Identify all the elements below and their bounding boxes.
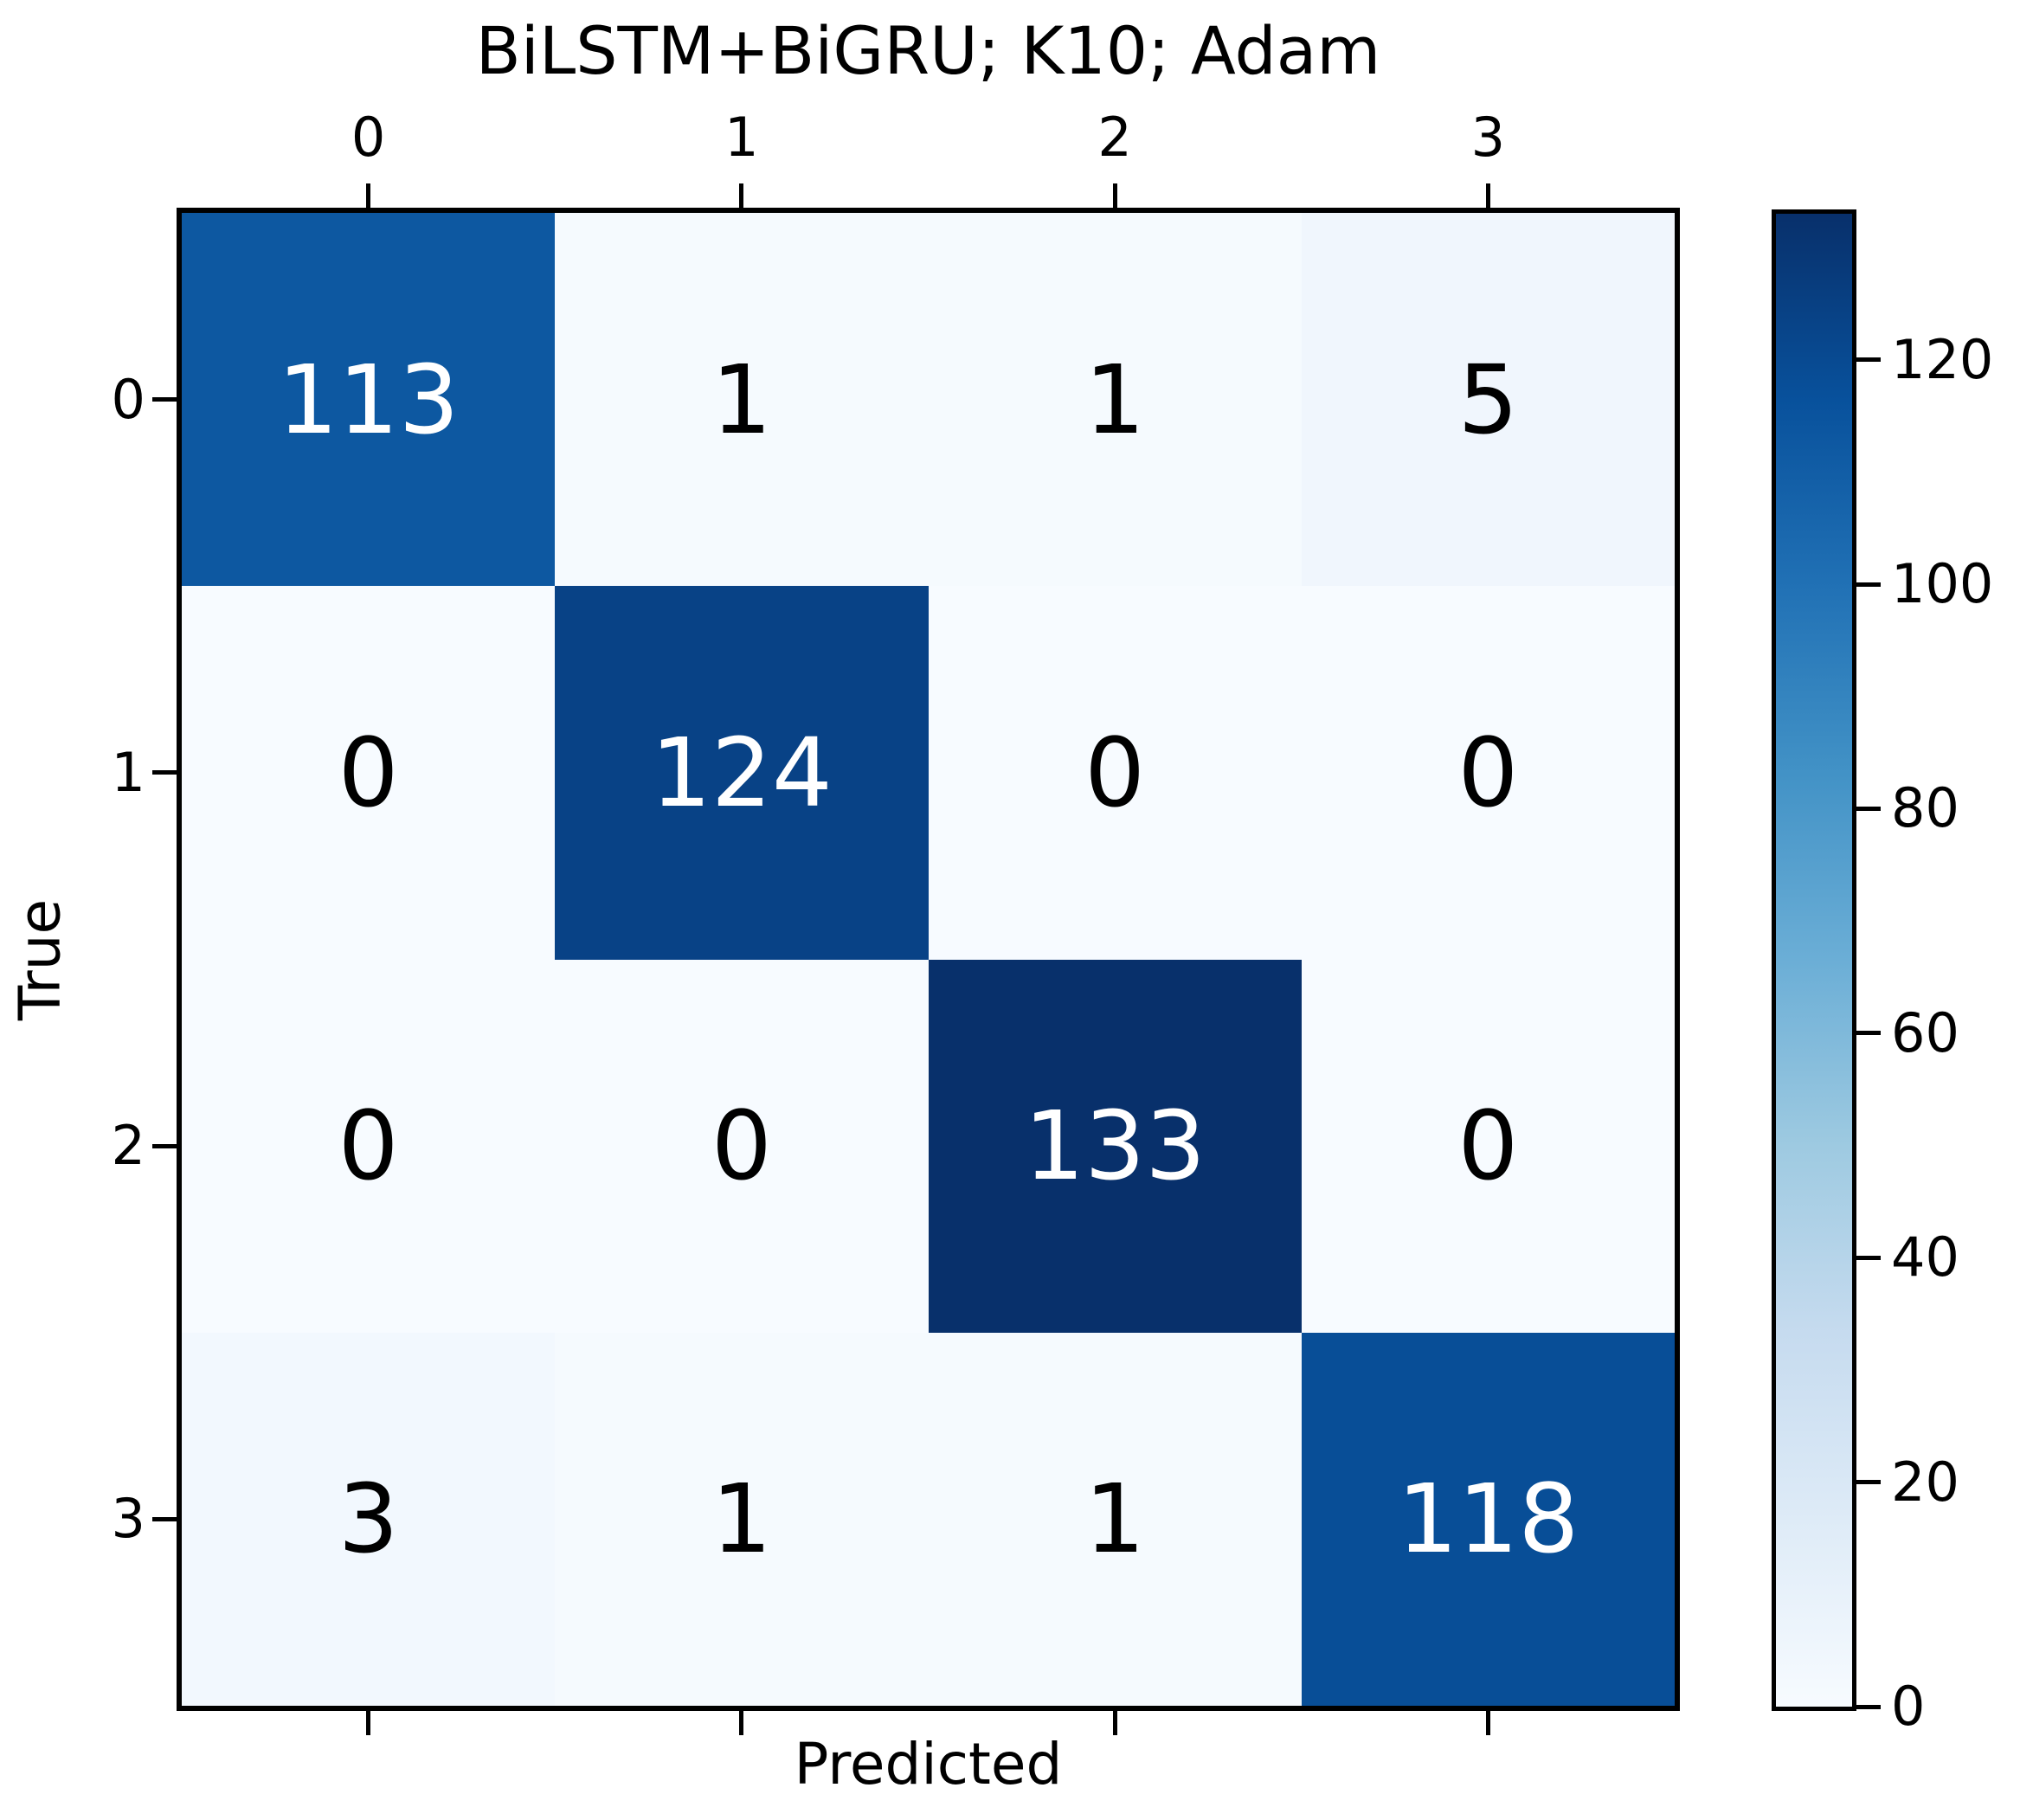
chart-title: BiLSTM+BiGRU; K10; Adam xyxy=(475,12,1381,89)
heatmap-cell: 0 xyxy=(1301,586,1675,960)
x-tick-mark-bottom xyxy=(739,1711,744,1735)
x-tick-mark-bottom xyxy=(1485,1711,1490,1735)
x-tick-mark xyxy=(1485,183,1490,208)
heatmap-cell: 1 xyxy=(928,213,1302,587)
x-tick-mark xyxy=(1112,183,1117,208)
y-tick-label: 2 xyxy=(111,1114,145,1178)
colorbar-tick-label: 80 xyxy=(1891,776,1959,840)
colorbar-tick-mark xyxy=(1856,357,1881,363)
y-tick-label: 3 xyxy=(111,1487,145,1551)
y-tick-label: 1 xyxy=(111,740,145,804)
x-tick-label: 2 xyxy=(1097,106,1132,169)
heatmap-cell: 1 xyxy=(555,1332,929,1706)
y-axis-label: True xyxy=(6,898,74,1021)
colorbar-tick-label: 40 xyxy=(1891,1225,1959,1289)
colorbar-tick-mark xyxy=(1856,582,1881,587)
colorbar-tick-label: 0 xyxy=(1891,1675,1926,1738)
x-tick-label: 3 xyxy=(1470,106,1506,169)
colorbar-tick-label: 100 xyxy=(1891,552,1994,615)
heatmap-cell: 0 xyxy=(555,959,929,1333)
heatmap-cell: 1 xyxy=(928,1332,1302,1706)
x-tick-label: 0 xyxy=(351,106,386,169)
heatmap-cell: 118 xyxy=(1301,1332,1675,1706)
colorbar-tick-mark xyxy=(1856,1704,1881,1709)
heatmap-cell: 0 xyxy=(928,586,1302,960)
heatmap-cell: 0 xyxy=(1301,959,1675,1333)
x-tick-mark-bottom xyxy=(366,1711,371,1735)
heatmap-frame xyxy=(177,208,1680,1711)
x-tick-mark xyxy=(739,183,744,208)
colorbar-tick-mark xyxy=(1856,1255,1881,1260)
y-tick-mark xyxy=(152,770,177,775)
heatmap-cell: 3 xyxy=(182,1332,556,1706)
colorbar-tick-mark xyxy=(1856,1031,1881,1036)
colorbar-frame xyxy=(1772,209,1856,1711)
y-tick-label: 0 xyxy=(111,367,145,431)
y-tick-mark xyxy=(152,397,177,402)
heatmap-grid: 113 1 1 5 0 124 0 0 0 0 133 0 3 1 1 118 xyxy=(182,213,1675,1706)
colorbar-tick-label: 60 xyxy=(1891,1000,1959,1064)
heatmap-cell: 133 xyxy=(928,959,1302,1333)
colorbar-gradient xyxy=(1776,214,1852,1707)
colorbar-tick-label: 20 xyxy=(1891,1450,1959,1514)
heatmap-cell: 124 xyxy=(555,586,929,960)
x-axis-label: Predicted xyxy=(794,1731,1063,1797)
colorbar-tick-mark xyxy=(1856,806,1881,811)
heatmap-cell: 5 xyxy=(1301,213,1675,587)
heatmap-cell: 0 xyxy=(182,959,556,1333)
x-tick-mark-bottom xyxy=(1112,1711,1117,1735)
heatmap-cell: 113 xyxy=(182,213,556,587)
colorbar-tick-mark xyxy=(1856,1480,1881,1485)
x-tick-label: 1 xyxy=(724,106,759,169)
colorbar-tick-label: 120 xyxy=(1891,327,1994,391)
x-tick-mark xyxy=(366,183,371,208)
y-tick-mark xyxy=(152,1143,177,1148)
heatmap-cell: 1 xyxy=(555,213,929,587)
y-tick-mark xyxy=(152,1516,177,1521)
heatmap-cell: 0 xyxy=(182,586,556,960)
